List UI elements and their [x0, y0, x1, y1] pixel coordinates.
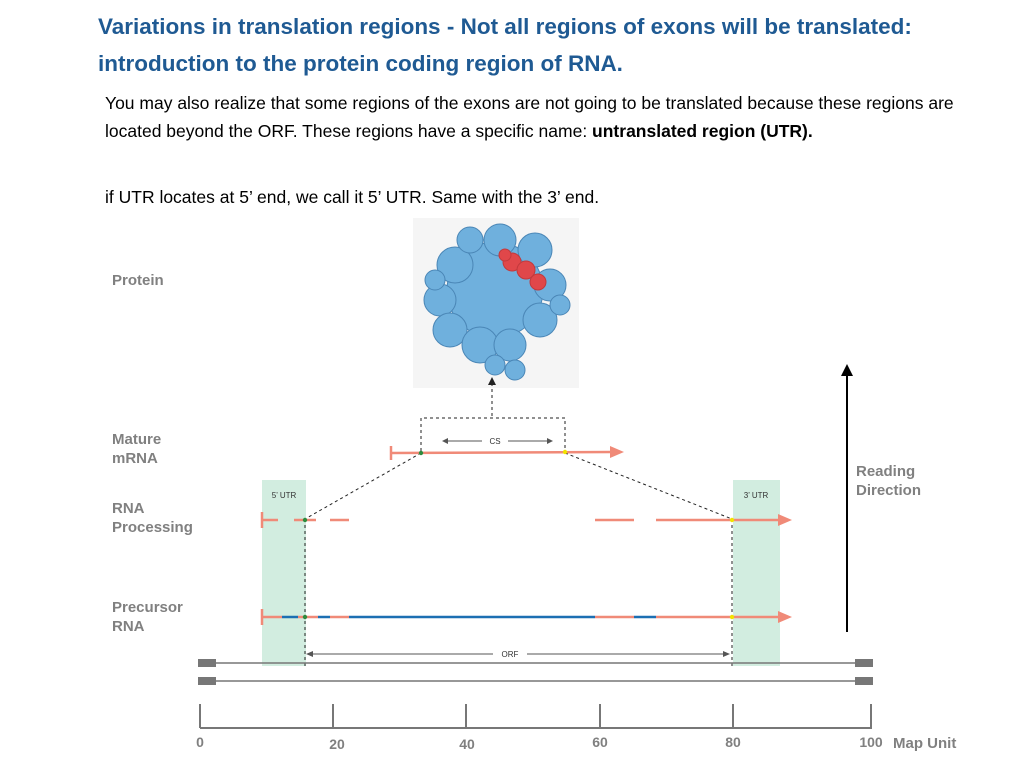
- utr-term: untranslated region (UTR).: [592, 121, 813, 141]
- precursor-stop-marker: [729, 614, 735, 620]
- label-precursor-rna: Precursor RNA: [112, 599, 183, 635]
- processing-stop-marker: [729, 517, 735, 523]
- tick-60: 60: [592, 734, 608, 750]
- utr-end-paragraph: if UTR locates at 5’ end, we call it 5’ …: [105, 187, 600, 207]
- protein-arrowhead: [488, 377, 496, 385]
- label-mature-mrna: Mature mRNA: [112, 431, 162, 467]
- mature-mrna-strand: [389, 446, 624, 460]
- precursor-start-marker: [302, 614, 308, 620]
- cs-indicator: CS: [442, 437, 553, 446]
- tick-20: 20: [329, 736, 345, 752]
- label-reading-direction: Reading Direction: [856, 463, 922, 499]
- tick-0: 0: [196, 734, 204, 750]
- page-title: Variations in translation regions - Not …: [98, 14, 912, 76]
- cs-label: CS: [489, 437, 500, 446]
- dna-strands: [198, 659, 873, 685]
- map-unit-axis: 0 20 40 60 80 100 Map Unit: [196, 704, 956, 752]
- tick-40: 40: [459, 736, 475, 752]
- start-codon-marker: [418, 450, 424, 456]
- stop-codon-marker: [562, 449, 568, 455]
- rna-processing-strand: [260, 512, 780, 528]
- up-arrow-icon: [841, 364, 853, 632]
- utr3-label: 3’ UTR: [744, 491, 769, 500]
- processing-arrowhead: [778, 514, 792, 526]
- processing-start-marker: [302, 517, 308, 523]
- label-protein: Protein: [112, 272, 164, 289]
- utr5-label: 5’ UTR: [272, 491, 297, 500]
- tick-80: 80: [725, 734, 741, 750]
- utr5-box: [262, 480, 306, 666]
- precursor-arrowhead: [778, 611, 792, 623]
- precursor-rna-strand: [260, 609, 780, 625]
- orf-indicator: ORF: [306, 650, 730, 659]
- dashed-connectors: [304, 382, 733, 666]
- protein-structure-icon: [413, 218, 579, 388]
- utr3-box: [733, 480, 780, 666]
- orf-label: ORF: [502, 650, 519, 659]
- intro-paragraph: You may also realize that some regions o…: [105, 89, 985, 145]
- tick-100: 100: [859, 734, 883, 750]
- label-rna-processing: RNA Processing: [112, 500, 193, 536]
- intro-text: You may also realize that some regions o…: [105, 93, 954, 141]
- map-unit-label: Map Unit: [893, 735, 956, 752]
